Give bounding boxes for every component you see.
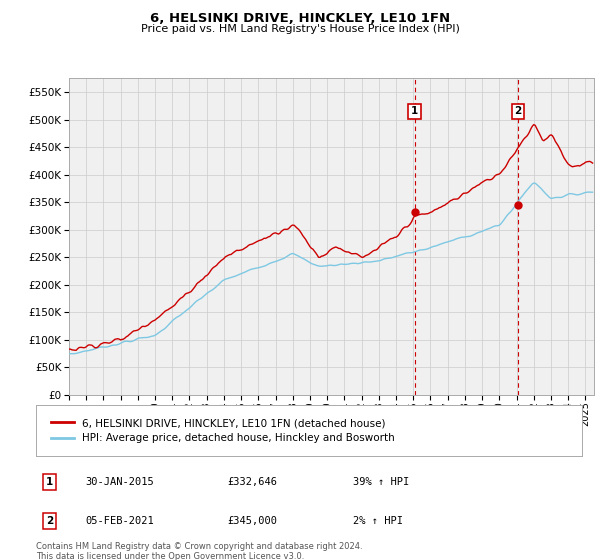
Text: 30-JAN-2015: 30-JAN-2015 [85,478,154,487]
Text: 6, HELSINKI DRIVE, HINCKLEY, LE10 1FN: 6, HELSINKI DRIVE, HINCKLEY, LE10 1FN [150,12,450,25]
Text: 2% ↑ HPI: 2% ↑ HPI [353,516,403,526]
Text: £332,646: £332,646 [227,478,277,487]
Text: 1: 1 [46,478,53,487]
Text: Contains HM Land Registry data © Crown copyright and database right 2024.
This d: Contains HM Land Registry data © Crown c… [36,542,362,560]
Legend: 6, HELSINKI DRIVE, HINCKLEY, LE10 1FN (detached house), HPI: Average price, deta: 6, HELSINKI DRIVE, HINCKLEY, LE10 1FN (d… [47,414,399,447]
Text: 2: 2 [46,516,53,526]
Text: Price paid vs. HM Land Registry's House Price Index (HPI): Price paid vs. HM Land Registry's House … [140,24,460,34]
Text: 39% ↑ HPI: 39% ↑ HPI [353,478,409,487]
Text: 2: 2 [514,106,522,116]
Text: £345,000: £345,000 [227,516,277,526]
Text: 05-FEB-2021: 05-FEB-2021 [85,516,154,526]
Text: 1: 1 [411,106,418,116]
